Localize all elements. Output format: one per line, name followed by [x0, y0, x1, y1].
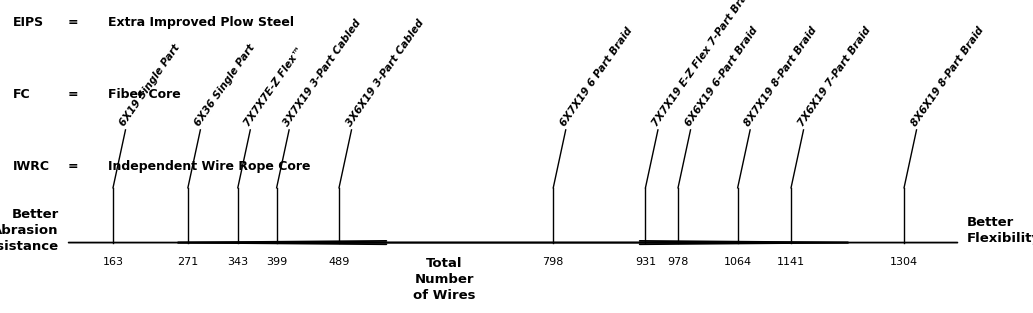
Text: =: =	[67, 16, 77, 29]
Text: Total
Number
of Wires: Total Number of Wires	[413, 257, 475, 302]
Text: 6X19 Single Part: 6X19 Single Part	[118, 43, 182, 128]
Text: 1141: 1141	[777, 257, 805, 267]
Text: EIPS: EIPS	[12, 16, 43, 29]
Text: Better
Flexibility: Better Flexibility	[967, 216, 1033, 244]
Text: 7X6X19 7-Part Braid: 7X6X19 7-Part Braid	[796, 25, 872, 128]
Text: 6X7X19 6 Part Braid: 6X7X19 6 Part Braid	[558, 26, 634, 128]
Text: 978: 978	[667, 257, 689, 267]
Text: 343: 343	[227, 257, 248, 267]
Text: Extra Improved Plow Steel: Extra Improved Plow Steel	[108, 16, 294, 29]
Text: 6X6X19 6-Part Braid: 6X6X19 6-Part Braid	[683, 25, 759, 128]
Text: FC: FC	[12, 88, 30, 101]
Text: 8X6X19 8-Part Braid: 8X6X19 8-Part Braid	[909, 25, 985, 128]
Text: 1064: 1064	[723, 257, 752, 267]
Text: 271: 271	[178, 257, 198, 267]
Text: 7X7X19 E-Z Flex 7-Part Braid: 7X7X19 E-Z Flex 7-Part Braid	[651, 0, 756, 128]
Text: 931: 931	[635, 257, 656, 267]
Text: 489: 489	[328, 257, 350, 267]
Text: 8X7X19 8-Part Braid: 8X7X19 8-Part Braid	[743, 25, 819, 128]
Text: 399: 399	[265, 257, 287, 267]
Text: 798: 798	[542, 257, 564, 267]
Text: 3X6X19 3-Part Cabled: 3X6X19 3-Part Cabled	[344, 18, 426, 128]
Text: 163: 163	[102, 257, 124, 267]
Text: 7X7X7E-Z Flex™: 7X7X7E-Z Flex™	[243, 45, 306, 128]
Text: Independent Wire Rope Core: Independent Wire Rope Core	[108, 160, 311, 173]
Text: 1304: 1304	[890, 257, 918, 267]
Text: =: =	[67, 160, 77, 173]
Text: IWRC: IWRC	[12, 160, 50, 173]
Text: 3X7X19 3-Part Cabled: 3X7X19 3-Part Cabled	[282, 18, 363, 128]
Text: Fiber Core: Fiber Core	[108, 88, 181, 101]
Text: 6X36 Single Part: 6X36 Single Part	[193, 43, 257, 128]
Text: =: =	[67, 88, 77, 101]
Text: Better
Abrasion
Resistance: Better Abrasion Resistance	[0, 208, 59, 253]
